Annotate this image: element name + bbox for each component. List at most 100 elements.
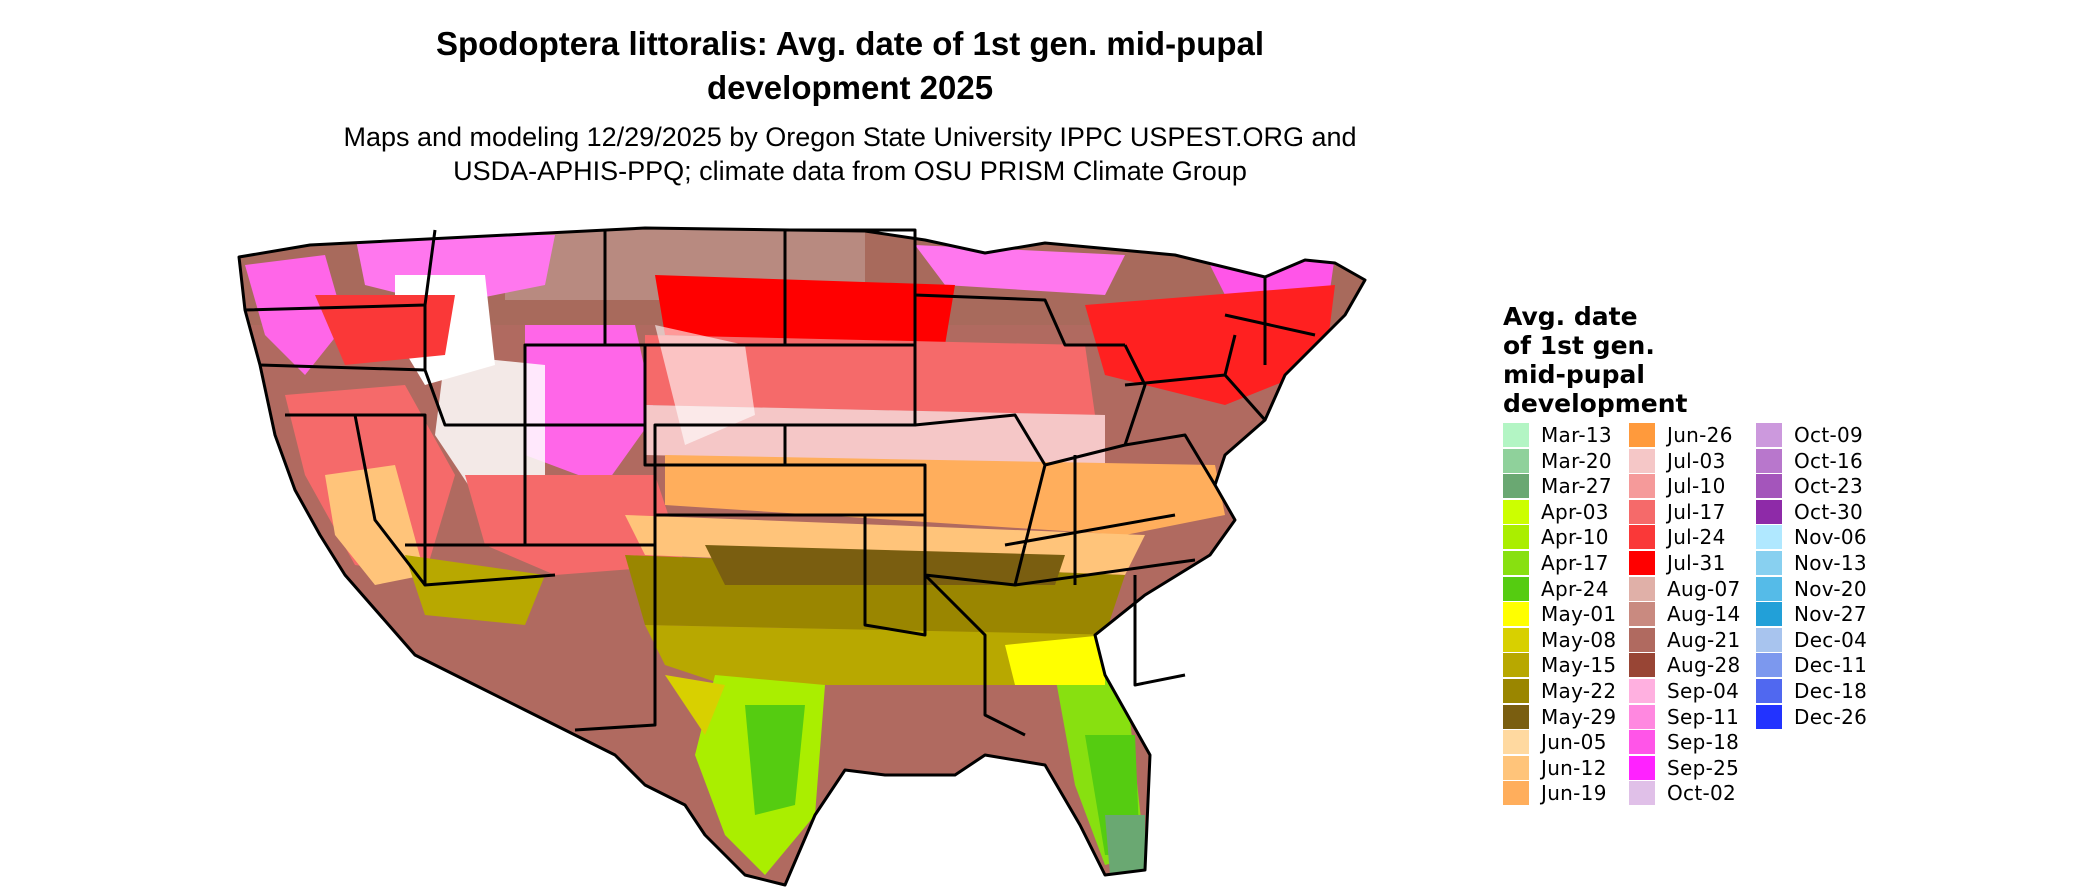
legend-item: May-08 bbox=[1503, 627, 1638, 653]
legend-swatch bbox=[1503, 653, 1529, 678]
legend-item: May-29 bbox=[1503, 704, 1638, 730]
legend-label: Mar-20 bbox=[1541, 448, 1612, 473]
legend-swatch bbox=[1756, 602, 1782, 627]
legend-label: Mar-13 bbox=[1541, 423, 1612, 447]
legend-label: May-08 bbox=[1541, 627, 1617, 652]
legend-label: Dec-26 bbox=[1794, 704, 1868, 729]
legend-item: Aug-07 bbox=[1629, 576, 1764, 602]
us-map-svg bbox=[237, 226, 1367, 887]
map-color-bands bbox=[239, 228, 1365, 885]
legend-swatch bbox=[1629, 551, 1655, 575]
legend-item: Nov-06 bbox=[1756, 524, 1891, 550]
legend-item: Aug-21 bbox=[1629, 627, 1764, 653]
legend-label: Jun-19 bbox=[1541, 781, 1607, 806]
legend-swatch bbox=[1503, 602, 1529, 627]
legend-title-line: Avg. date bbox=[1503, 302, 1638, 331]
subtitle-line-1: Maps and modeling 12/29/2025 by Oregon S… bbox=[343, 122, 1357, 152]
legend-item: Aug-28 bbox=[1629, 652, 1764, 678]
legend-swatch bbox=[1503, 576, 1529, 601]
legend-item: Mar-13 bbox=[1503, 422, 1638, 448]
legend-swatch bbox=[1503, 474, 1529, 499]
legend-swatch bbox=[1503, 423, 1529, 447]
legend-swatch bbox=[1629, 448, 1655, 473]
legend-item: Nov-20 bbox=[1756, 576, 1891, 602]
legend: Mar-13 Mar-20 Mar-27 Apr-03 Apr-10 Apr-17 Apr-… bbox=[1503, 422, 1923, 812]
legend-item: Oct-23 bbox=[1756, 473, 1891, 499]
legend-label: Aug-14 bbox=[1667, 602, 1741, 627]
legend-item: Jul-24 bbox=[1629, 524, 1764, 550]
legend-item: Apr-03 bbox=[1503, 499, 1638, 525]
legend-item: Dec-26 bbox=[1756, 704, 1891, 730]
legend-item: Sep-18 bbox=[1629, 729, 1764, 755]
legend-label: Oct-16 bbox=[1794, 448, 1864, 473]
legend-swatch bbox=[1629, 679, 1655, 703]
legend-swatch bbox=[1503, 704, 1529, 729]
legend-swatch bbox=[1629, 499, 1655, 524]
legend-label: Sep-25 bbox=[1667, 755, 1740, 780]
legend-label: Jul-17 bbox=[1667, 499, 1726, 524]
legend-label: Jun-05 bbox=[1541, 730, 1607, 755]
legend-item: Jul-17 bbox=[1629, 499, 1764, 525]
legend-item: Sep-25 bbox=[1629, 755, 1764, 781]
legend-item: Dec-11 bbox=[1756, 652, 1891, 678]
legend-label: Oct-09 bbox=[1794, 423, 1864, 447]
legend-item: Jun-19 bbox=[1503, 780, 1638, 806]
legend-item: Dec-04 bbox=[1756, 627, 1891, 653]
map-subtitle: Maps and modeling 12/29/2025 by Oregon S… bbox=[290, 120, 1410, 188]
legend-item: Sep-04 bbox=[1629, 678, 1764, 704]
legend-title-line: of 1st gen. bbox=[1503, 331, 1655, 360]
legend-item: May-01 bbox=[1503, 601, 1638, 627]
legend-swatch bbox=[1756, 704, 1782, 729]
legend-swatch bbox=[1756, 525, 1782, 550]
legend-label: Jul-24 bbox=[1667, 525, 1726, 550]
legend-swatch bbox=[1629, 704, 1655, 729]
legend-swatch bbox=[1756, 474, 1782, 499]
legend-label: Mar-27 bbox=[1541, 474, 1612, 499]
legend-label: Aug-21 bbox=[1667, 627, 1741, 652]
legend-swatch bbox=[1629, 730, 1655, 755]
legend-swatch bbox=[1756, 576, 1782, 601]
legend-item: Jul-31 bbox=[1629, 550, 1764, 576]
legend-swatch bbox=[1503, 679, 1529, 703]
legend-label: May-29 bbox=[1541, 704, 1617, 729]
legend-swatch bbox=[1503, 551, 1529, 575]
legend-swatch bbox=[1503, 755, 1529, 780]
legend-swatch bbox=[1629, 755, 1655, 780]
legend-label: Dec-04 bbox=[1794, 627, 1868, 652]
us-map bbox=[225, 215, 1475, 895]
legend-item: Sep-11 bbox=[1629, 704, 1764, 730]
legend-label: May-15 bbox=[1541, 653, 1617, 678]
legend-swatch bbox=[1629, 602, 1655, 627]
legend-label: Jul-10 bbox=[1667, 474, 1726, 499]
legend-item: Nov-27 bbox=[1756, 601, 1891, 627]
legend-swatch bbox=[1503, 781, 1529, 806]
legend-title-line: mid-pupal bbox=[1503, 360, 1645, 389]
legend-label: Apr-03 bbox=[1541, 499, 1609, 524]
title-line-2: development 2025 bbox=[706, 69, 994, 106]
map-title: Spodoptera littoralis: Avg. date of 1st … bbox=[330, 22, 1370, 110]
legend-swatch bbox=[1756, 551, 1782, 575]
legend-swatch bbox=[1629, 653, 1655, 678]
legend-label: Jul-31 bbox=[1667, 551, 1726, 575]
legend-item: Oct-30 bbox=[1756, 499, 1891, 525]
legend-label: May-22 bbox=[1541, 679, 1617, 703]
legend-swatch bbox=[1629, 525, 1655, 550]
legend-item: Mar-20 bbox=[1503, 448, 1638, 474]
legend-label: Nov-06 bbox=[1794, 525, 1867, 550]
legend-swatch bbox=[1756, 679, 1782, 703]
legend-swatch bbox=[1629, 627, 1655, 652]
legend-swatch bbox=[1756, 653, 1782, 678]
legend-label: Jun-12 bbox=[1541, 755, 1607, 780]
legend-swatch bbox=[1629, 576, 1655, 601]
legend-item: Mar-27 bbox=[1503, 473, 1638, 499]
legend-label: Aug-28 bbox=[1667, 653, 1741, 678]
title-line-1: Spodoptera littoralis: Avg. date of 1st … bbox=[435, 25, 1265, 62]
legend-swatch bbox=[1756, 423, 1782, 447]
legend-swatch bbox=[1503, 499, 1529, 524]
legend-label: Nov-20 bbox=[1794, 576, 1867, 601]
legend-label: Sep-11 bbox=[1667, 704, 1740, 729]
legend-item: Apr-17 bbox=[1503, 550, 1638, 576]
legend-label: Apr-10 bbox=[1541, 525, 1609, 550]
legend-swatch bbox=[1503, 448, 1529, 473]
legend-label: Apr-24 bbox=[1541, 576, 1609, 601]
